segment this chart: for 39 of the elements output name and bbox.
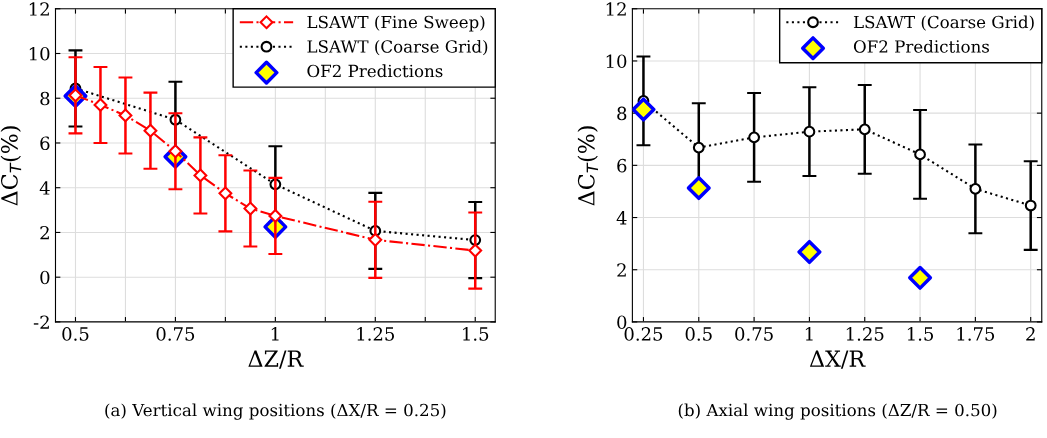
text: (b) Axial wing positions (ΔZ/R = 0.50) bbox=[678, 403, 997, 420]
text: (a) Vertical wing positions (ΔX/R = 0.25) bbox=[105, 403, 446, 420]
y-tick-label: 8 bbox=[617, 106, 627, 121]
y-axis-title: ΔC$_{T}$(%) bbox=[0, 126, 22, 206]
y-tick-label: 12 bbox=[606, 2, 626, 16]
x-tick-label: 2 bbox=[1026, 327, 1035, 341]
y-tick-label: 10 bbox=[606, 54, 627, 69]
y-tick-label: -2 bbox=[33, 315, 49, 329]
x-tick-label: 0.5 bbox=[62, 327, 89, 341]
x-tick-label: 0.25 bbox=[624, 327, 663, 341]
x-tick-label: 1.25 bbox=[846, 327, 884, 341]
y-tick-label: 10 bbox=[29, 46, 50, 61]
x-axis-title: ΔX/R bbox=[809, 350, 866, 369]
x-tick-label: 1.25 bbox=[357, 327, 395, 341]
x-tick-label: 0.5 bbox=[685, 327, 712, 341]
legend-label: OF2 Predictions bbox=[853, 39, 990, 53]
x-tick-label: 1 bbox=[805, 327, 813, 341]
x-axis-title: ΔZ/R bbox=[248, 350, 304, 369]
legend-label: LSAWT (Coarse Grid) bbox=[307, 39, 488, 56]
x-tick-label: 0.75 bbox=[156, 327, 195, 341]
x-tick-label: 1.5 bbox=[463, 327, 489, 341]
y-tick-label: 2 bbox=[617, 263, 626, 277]
y-tick-label: 12 bbox=[29, 2, 49, 16]
y-tick-label: 2 bbox=[40, 225, 49, 240]
y-tick-label: 4 bbox=[616, 211, 627, 225]
y-axis-title: ΔC$_{T}$(%) bbox=[577, 126, 599, 206]
y-tick-label: 6 bbox=[617, 158, 627, 173]
y-tick-label: 6 bbox=[40, 136, 50, 151]
y-tick-label: 8 bbox=[40, 91, 50, 106]
y-tick-label: 4 bbox=[39, 181, 50, 195]
legend-label: OF2 Predictions bbox=[307, 64, 443, 78]
y-tick-label: 0 bbox=[40, 270, 50, 285]
x-tick-label: 1.5 bbox=[907, 327, 934, 341]
x-tick-label: 1 bbox=[271, 327, 279, 341]
y-tick-label: 0 bbox=[617, 315, 627, 330]
legend-label: LSAWT (Fine Sweep) bbox=[307, 15, 485, 32]
x-tick-label: 1.75 bbox=[957, 327, 995, 341]
x-tick-label: 0.75 bbox=[735, 327, 773, 341]
legend-label: LSAWT (Coarse Grid) bbox=[853, 15, 1034, 31]
